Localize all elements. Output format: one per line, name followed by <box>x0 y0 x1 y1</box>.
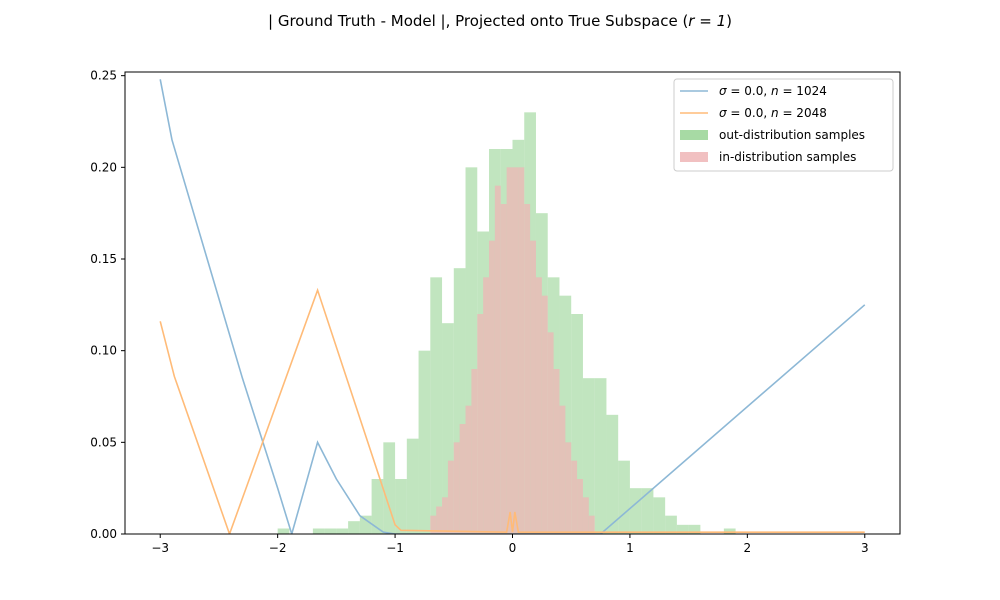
hist-bar-1-1 <box>436 506 443 534</box>
y-tick-label: 0.15 <box>90 252 117 266</box>
hist-bar-0-32 <box>676 524 689 534</box>
legend-label: σ = 0.0, n = 2048 <box>719 106 827 120</box>
hist-bar-1-0 <box>430 515 437 534</box>
hist-bar-0-3 <box>336 528 349 534</box>
legend-box <box>673 78 894 172</box>
hist-bar-1-19 <box>541 295 548 534</box>
hist-bar-1-5 <box>459 424 466 534</box>
hist-bar-1-20 <box>547 332 554 534</box>
hist-bar-1-7 <box>471 369 478 534</box>
y-tick-label: 0.10 <box>90 344 117 358</box>
hist-bar-1-11 <box>494 185 501 534</box>
hist-bar-0-13 <box>453 268 466 534</box>
x-tick-label: 1 <box>626 541 634 555</box>
hist-bar-0-24 <box>582 378 595 534</box>
y-tick-label: 0.20 <box>90 160 117 174</box>
hist-bar-1-17 <box>530 240 536 534</box>
legend-label: out-distribution samples <box>719 128 865 142</box>
hist-bar-0-8 <box>395 479 407 534</box>
y-tick-label: 0.00 <box>90 527 117 541</box>
x-tick-label: −1 <box>386 541 404 555</box>
hist-bar-1-6 <box>465 405 472 534</box>
legend-label: in-distribution samples <box>719 150 856 164</box>
x-tick-label: 0 <box>509 541 517 555</box>
hist-bar-1-2 <box>442 497 448 534</box>
hist-bar-0-5 <box>359 515 372 534</box>
hist-bar-1-27 <box>588 515 595 534</box>
y-tick-label: 0.05 <box>90 435 117 449</box>
hist-bar-1-22 <box>559 405 566 534</box>
hist-bar-1-24 <box>571 460 578 534</box>
hist-bar-0-10 <box>418 350 431 534</box>
x-axis: −3 −2 −1 0 1 2 3 <box>151 534 869 555</box>
hist-bar-1-13 <box>506 167 513 534</box>
series-line-0 <box>159 79 866 534</box>
hist-bar-0-29 <box>641 488 654 534</box>
legend: σ = 0.0, n = 1024 σ = 0.0, n = 2048 out-di… <box>673 78 894 172</box>
hist-bar-1-21 <box>553 369 560 534</box>
hist-bar-0-27 <box>618 460 630 534</box>
series-line-1 <box>159 287 865 534</box>
legend-patch-swatch <box>680 130 708 140</box>
x-tick-label: −2 <box>269 541 287 555</box>
y-tick-label: 0.25 <box>90 69 117 83</box>
hist-bar-0-6 <box>371 479 384 534</box>
hist-bar-0-25 <box>594 378 607 534</box>
hist-bar-0-14 <box>465 167 478 534</box>
hist-bar-0-2 <box>324 528 337 534</box>
chart-title-text: | Ground Truth - Model |, Projected onto… <box>268 12 688 30</box>
hist-bar-0-12 <box>442 323 454 534</box>
hist-bar-1-26 <box>582 497 589 534</box>
hist-bar-0-7 <box>383 442 396 534</box>
hist-bar-1-12 <box>500 204 507 534</box>
hist-bar-0-31 <box>665 515 677 534</box>
x-tick-label: 2 <box>744 541 752 555</box>
hist-bar-1-25 <box>577 479 583 534</box>
chart-title: | Ground Truth - Model |, Projected onto… <box>268 12 732 30</box>
legend-label: σ = 0.0, n = 1024 <box>719 84 827 98</box>
hist-bar-1-18 <box>535 277 542 534</box>
legend-patch-swatch <box>680 152 708 162</box>
hist-bar-1-3 <box>447 460 454 534</box>
hist-bar-1-9 <box>483 277 490 534</box>
x-tick-label: −3 <box>151 541 169 555</box>
hist-bar-0-4 <box>348 521 360 534</box>
hist-bar-0-11 <box>430 277 443 534</box>
hist-bar-1-23 <box>565 442 572 534</box>
hist-bar-0-33 <box>688 524 701 534</box>
hist-bar-0-34 <box>723 528 736 534</box>
histogram-1 <box>430 167 595 534</box>
hist-bar-0-1 <box>312 528 325 534</box>
hist-bar-0-23 <box>571 314 583 534</box>
hist-bar-1-4 <box>453 442 460 534</box>
hist-bar-0-9 <box>406 438 419 534</box>
plot-area <box>159 79 866 534</box>
hist-bar-1-15 <box>518 167 525 534</box>
hist-bar-0-28 <box>629 488 642 534</box>
hist-bar-0-26 <box>606 414 619 534</box>
chart-title-suffix: ) <box>726 12 732 30</box>
hist-bar-1-14 <box>512 167 519 534</box>
x-tick-label: 3 <box>861 541 869 555</box>
y-axis: 0.00 0.05 0.10 0.15 0.20 0.25 <box>90 69 125 541</box>
hist-bar-0-30 <box>653 497 666 534</box>
hist-bar-1-16 <box>524 204 531 534</box>
hist-bar-1-10 <box>489 240 495 534</box>
hist-bar-1-8 <box>477 314 484 534</box>
chart-title-math: r = 1 <box>688 12 726 30</box>
hist-bar-0-0 <box>277 528 290 534</box>
